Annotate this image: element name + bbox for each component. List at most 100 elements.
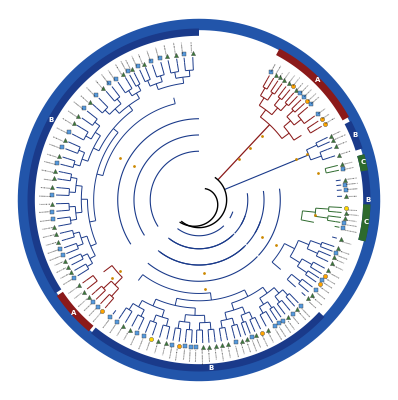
Text: MaGH9B4b: MaGH9B4b — [173, 41, 176, 54]
Text: AtGH9B5c: AtGH9B5c — [46, 151, 58, 156]
Text: MaGH9B8: MaGH9B8 — [139, 52, 144, 63]
Text: AtGH9B7b: AtGH9B7b — [39, 203, 51, 205]
Text: SlGH9B14: SlGH9B14 — [329, 270, 340, 277]
Text: AtGH9B7: AtGH9B7 — [124, 330, 130, 340]
Polygon shape — [276, 48, 349, 120]
Text: PtrGH9B7b: PtrGH9B7b — [252, 338, 257, 350]
Text: AtGH9C3: AtGH9C3 — [342, 161, 353, 165]
Text: MaGH9B5: MaGH9B5 — [298, 310, 306, 319]
Text: C: C — [361, 159, 366, 165]
Text: A: A — [71, 310, 76, 316]
Text: PtrGH9B6b: PtrGH9B6b — [38, 194, 51, 196]
Text: MaGH9B5b: MaGH9B5b — [262, 333, 269, 346]
Polygon shape — [18, 19, 380, 381]
Text: PtrGH9A4: PtrGH9A4 — [304, 88, 313, 97]
Text: MaGH9B7: MaGH9B7 — [247, 340, 252, 351]
Text: MaGH9B3b: MaGH9B3b — [41, 167, 54, 171]
Text: AtGH9A4b: AtGH9A4b — [68, 285, 79, 294]
Text: SlGH9B1: SlGH9B1 — [42, 176, 53, 179]
Text: PtrGH9B3e: PtrGH9B3e — [86, 85, 96, 95]
Polygon shape — [345, 121, 363, 151]
Text: PtrGH9B4c: PtrGH9B4c — [181, 40, 184, 53]
Text: PtrGH9B11B2: PtrGH9B11B2 — [202, 348, 204, 364]
Text: PtrGH9B1c: PtrGH9B1c — [107, 67, 116, 78]
Text: MaGH9B1b: MaGH9B1b — [176, 346, 179, 360]
Text: PtrGH9A2b: PtrGH9A2b — [56, 125, 68, 132]
Text: PtrGH9C1b: PtrGH9C1b — [344, 228, 357, 231]
Text: AtGH9B2: AtGH9B2 — [55, 261, 64, 266]
Text: SlGH9B5: SlGH9B5 — [308, 299, 317, 306]
Text: SlGH9B3: SlGH9B3 — [293, 314, 300, 322]
Text: AtGH9B2b: AtGH9B2b — [53, 134, 64, 140]
Text: B: B — [48, 116, 53, 122]
Polygon shape — [357, 154, 368, 172]
Text: AtGH9C2: AtGH9C2 — [346, 218, 357, 220]
Text: PtrGH9B17: PtrGH9B17 — [346, 182, 359, 185]
Text: AtGH9B5b: AtGH9B5b — [45, 242, 57, 246]
Text: MaGH9A1b: MaGH9A1b — [78, 298, 89, 307]
Text: PtrGH9B4b: PtrGH9B4b — [301, 306, 311, 316]
Text: PtrGH9B6c: PtrGH9B6c — [132, 54, 138, 66]
Text: AtGH9B6: AtGH9B6 — [163, 344, 166, 355]
Text: B: B — [208, 365, 213, 371]
Text: PtrGH9A5: PtrGH9A5 — [311, 96, 321, 104]
Text: PtrGH9B5b: PtrGH9B5b — [121, 59, 128, 71]
Text: AtGH9B8: AtGH9B8 — [347, 195, 358, 197]
Polygon shape — [357, 154, 371, 242]
Text: PtrGH9B6: PtrGH9B6 — [131, 334, 137, 345]
Text: SlGH9B6: SlGH9B6 — [256, 336, 261, 346]
Text: PtrGH9B2c: PtrGH9B2c — [40, 219, 53, 222]
Text: MaGH9B16: MaGH9B16 — [312, 295, 323, 304]
Text: PtrGH9B4: PtrGH9B4 — [337, 252, 348, 258]
Text: PtrGH9B7: PtrGH9B7 — [316, 290, 326, 298]
Text: AtGH9B4c: AtGH9B4c — [191, 40, 193, 52]
Text: AtGH9B4b: AtGH9B4b — [242, 341, 246, 353]
Text: CvA1: CvA1 — [280, 71, 285, 77]
Text: AtGH9A4: AtGH9A4 — [341, 239, 352, 243]
Text: PtrGH9B2e: PtrGH9B2e — [101, 72, 109, 83]
Text: MaGH9A1: MaGH9A1 — [293, 76, 301, 86]
Text: PtrGH9C2: PtrGH9C2 — [345, 222, 357, 226]
Text: PtrGH9B8b: PtrGH9B8b — [169, 345, 173, 358]
Text: MaGH9B6: MaGH9B6 — [320, 284, 330, 292]
Text: MaGH9B2: MaGH9B2 — [57, 267, 67, 273]
Text: PtrGH9B5: PtrGH9B5 — [323, 280, 333, 287]
Text: MaGH9B12: MaGH9B12 — [334, 134, 347, 140]
Text: MaGH9B18: MaGH9B18 — [209, 348, 211, 361]
Text: C: C — [364, 219, 369, 225]
Text: AtGH9B5d: AtGH9B5d — [80, 92, 90, 102]
Text: MaGH9B9: MaGH9B9 — [95, 78, 103, 88]
Text: PtrKOR2: PtrKOR2 — [318, 107, 327, 114]
Text: AtGH9B9b: AtGH9B9b — [268, 330, 275, 342]
Text: PtrGH9B2: PtrGH9B2 — [109, 322, 117, 332]
Text: SiGH9A1: SiGH9A1 — [297, 81, 304, 90]
Text: PtrGH9B1b: PtrGH9B1b — [43, 159, 56, 164]
Text: AtGH9B3: AtGH9B3 — [117, 326, 123, 336]
Text: PtrGH9B2b: PtrGH9B2b — [47, 249, 60, 254]
Text: AtGH9B13: AtGH9B13 — [287, 318, 296, 328]
Text: AtGH9B6b: AtGH9B6b — [39, 186, 52, 188]
Text: PtrGH9B2d: PtrGH9B2d — [73, 99, 84, 108]
Text: AtGH9A2: AtGH9A2 — [285, 70, 292, 80]
Text: AtGH9B11: AtGH9B11 — [336, 141, 348, 146]
Text: PtrGH9B8: PtrGH9B8 — [347, 188, 358, 190]
Text: AtGH9B3b: AtGH9B3b — [41, 226, 54, 230]
Text: PtrGH9B13: PtrGH9B13 — [283, 321, 292, 332]
Text: AtGH9A5: AtGH9A5 — [74, 292, 84, 299]
Text: AtGH9B1b: AtGH9B1b — [62, 116, 73, 123]
Text: AtGH9B9c: AtGH9B9c — [126, 57, 133, 68]
Text: AtGH9B17: AtGH9B17 — [345, 177, 358, 180]
Text: PtrGH9B15: PtrGH9B15 — [275, 326, 283, 338]
Text: AtGH9B1: AtGH9B1 — [155, 342, 159, 353]
Text: B: B — [352, 132, 357, 138]
Text: MaGH9B2b: MaGH9B2b — [42, 234, 55, 238]
Text: PtrGH9B2f: PtrGH9B2f — [146, 48, 151, 60]
Text: AtGH9B4: AtGH9B4 — [335, 257, 345, 262]
Text: MaGH9A2b: MaGH9A2b — [93, 311, 102, 322]
Polygon shape — [27, 28, 199, 293]
Text: SiGH9B5: SiGH9B5 — [271, 62, 277, 72]
Text: PtrGH9B3: PtrGH9B3 — [63, 278, 74, 285]
Text: AtGH9B15: AtGH9B15 — [332, 263, 344, 270]
Text: AtGH9A1: AtGH9A1 — [289, 74, 296, 83]
Text: PtrGH9B16: PtrGH9B16 — [236, 343, 240, 356]
